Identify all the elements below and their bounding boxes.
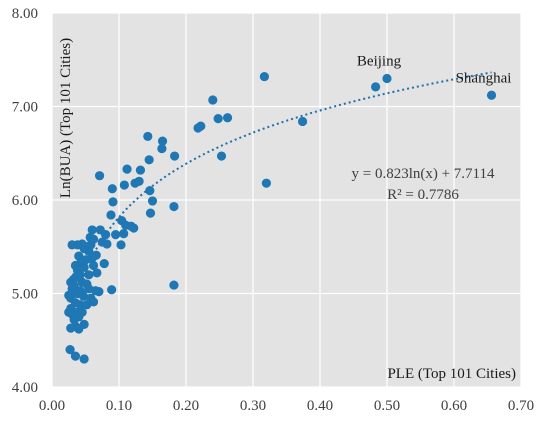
data-point xyxy=(106,210,116,220)
y-axis-title: Ln(BUA) (Top 101 Cities) xyxy=(58,38,74,198)
x-tick-label: 0.30 xyxy=(240,398,266,414)
y-tick-label: 8.00 xyxy=(12,6,38,22)
data-point xyxy=(64,307,74,317)
x-axis-title: PLE (Top 101 Cities) xyxy=(387,366,516,382)
city-label: Shanghai xyxy=(456,70,512,86)
x-tick-label: 0.60 xyxy=(441,398,467,414)
city-labels: Beijing Shanghai xyxy=(357,53,512,86)
grid-lines xyxy=(51,12,522,388)
data-point xyxy=(84,270,94,280)
data-point xyxy=(74,312,84,322)
data-point xyxy=(107,184,117,194)
data-point xyxy=(259,71,269,82)
data-point xyxy=(101,229,111,240)
x-tick-label: 0.50 xyxy=(374,398,400,414)
data-point xyxy=(169,201,179,212)
data-point xyxy=(107,285,117,295)
data-point xyxy=(135,165,146,175)
data-point xyxy=(134,176,144,186)
data-points xyxy=(64,71,497,364)
data-point xyxy=(65,345,75,355)
data-point xyxy=(67,240,77,250)
data-point xyxy=(371,82,381,92)
data-point xyxy=(147,196,158,206)
data-point xyxy=(143,131,153,142)
data-point xyxy=(66,323,76,333)
data-point xyxy=(382,73,392,84)
data-point xyxy=(193,123,203,133)
data-point xyxy=(157,136,168,146)
x-tick-label: 0.70 xyxy=(508,398,534,414)
data-point xyxy=(102,239,112,249)
y-axis-ticks: 4.00 5.00 6.00 7.00 8.00 xyxy=(12,6,38,396)
data-point xyxy=(222,113,233,123)
data-point xyxy=(261,178,271,188)
y-tick-label: 4.00 xyxy=(12,380,38,396)
data-point xyxy=(116,240,126,250)
data-point xyxy=(208,95,218,105)
data-point xyxy=(144,155,154,165)
data-point xyxy=(82,300,92,310)
x-axis-ticks: 0.00 0.10 0.20 0.30 0.40 0.50 0.60 0.70 xyxy=(39,398,534,414)
data-point xyxy=(79,319,89,329)
data-point xyxy=(122,164,132,174)
data-point xyxy=(88,260,99,271)
data-point xyxy=(145,186,155,196)
data-point xyxy=(297,116,308,127)
data-point xyxy=(119,180,129,190)
data-point xyxy=(129,223,139,233)
data-point xyxy=(76,288,87,299)
data-point xyxy=(108,197,118,207)
data-point xyxy=(216,151,227,161)
x-tick-label: 0.00 xyxy=(39,398,65,414)
data-point xyxy=(157,143,167,154)
data-point xyxy=(84,284,94,294)
data-point xyxy=(79,262,89,272)
data-point xyxy=(94,171,105,181)
trendline xyxy=(72,71,492,306)
data-point xyxy=(79,354,89,364)
x-tick-label: 0.40 xyxy=(307,398,333,414)
x-tick-label: 0.20 xyxy=(173,398,199,414)
data-point xyxy=(99,258,109,269)
y-tick-label: 5.00 xyxy=(12,287,38,303)
data-point xyxy=(145,208,156,218)
data-point xyxy=(87,225,97,235)
y-tick-label: 6.00 xyxy=(12,193,38,209)
data-point xyxy=(119,229,129,239)
y-tick-label: 7.00 xyxy=(12,100,38,116)
data-point xyxy=(92,268,102,278)
x-tick-label: 0.10 xyxy=(106,398,132,414)
data-point xyxy=(170,151,180,161)
data-point xyxy=(111,229,121,240)
data-point xyxy=(85,232,95,242)
data-point xyxy=(70,351,81,361)
city-label: Beijing xyxy=(357,53,402,69)
data-point xyxy=(169,280,179,290)
data-point xyxy=(486,90,497,100)
r-squared: R² = 0.7786 xyxy=(387,187,459,203)
data-point xyxy=(213,114,223,124)
trend-equation: y = 0.823ln(x) + 7.7114 xyxy=(351,166,495,182)
